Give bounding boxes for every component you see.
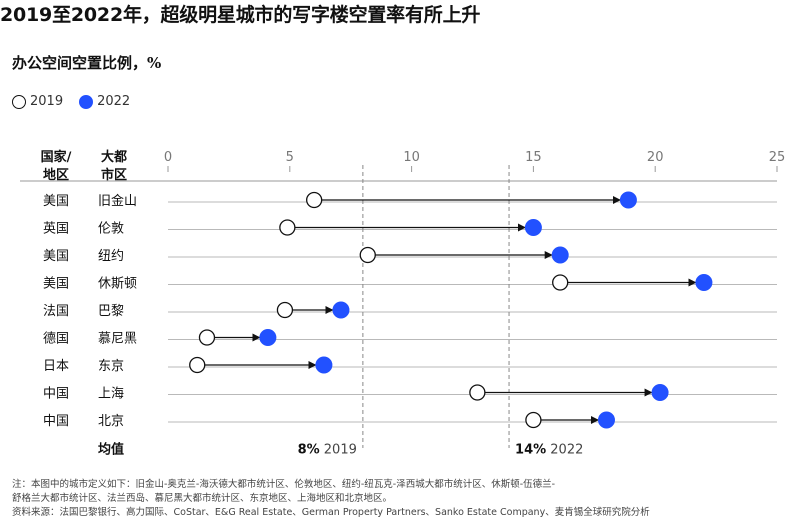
point-2022 <box>651 384 669 401</box>
point-2022 <box>619 191 637 209</box>
row-country-label: 中国 <box>43 414 69 429</box>
point-2022 <box>259 329 277 346</box>
chart-subtitle: 办公空间空置比例，% <box>12 54 162 72</box>
average-row-label: 均值 <box>98 442 124 458</box>
point-2022 <box>332 301 350 319</box>
x-tick-label: 0 <box>164 150 172 165</box>
point-2019 <box>279 219 296 236</box>
row-city-label: 上海 <box>98 387 124 402</box>
header-metro-line1: 大都 <box>101 149 127 165</box>
footnote-line-2: 舒格兰大都市统计区、法兰西岛、慕尼黑大都市统计区、东京地区、上海地区和北京地区。 <box>12 493 393 504</box>
footnote: 注：本图中的城市定义如下：旧金山-奥克兰-海沃德大都市统计区、伦敦地区、纽约-纽… <box>12 478 792 520</box>
point-2019 <box>525 411 542 429</box>
legend-2022-marker <box>79 94 94 109</box>
x-tick-label: 15 <box>525 150 542 165</box>
point-2022 <box>597 411 615 429</box>
point-2019 <box>276 301 294 319</box>
point-2019 <box>189 356 206 374</box>
average-2022-value: 14% <box>515 443 546 458</box>
footnote-line-1: 注：本图中的城市定义如下：旧金山-奥克兰-海沃德大都市统计区、伦敦地区、纽约-纽… <box>12 479 556 490</box>
average-2019-label: 8% 2019 <box>298 443 357 458</box>
point-2019 <box>469 384 486 401</box>
point-2022 <box>315 356 333 374</box>
point-2019 <box>359 246 376 264</box>
dumbbell-chart: 国家/地区大都市区0 5 10 15 20 25美国 旧金山英国 伦敦美国 纽约美国 休斯顿法国巴… <box>20 149 786 458</box>
row-country-label: 中国 <box>43 387 69 402</box>
header-country-line1: 国家/ <box>41 149 72 165</box>
row-city-label: 旧金山 <box>98 193 137 209</box>
average-2019-value: 8% <box>298 443 320 458</box>
header-metro-line2: 市区 <box>101 167 127 183</box>
row-country-label: 美国 <box>43 249 69 264</box>
point-2019 <box>306 191 323 209</box>
row-country-label: 法国 <box>43 304 69 319</box>
chart-title: 2019至2022年，超级明星城市的写字楼空置率有所上升 <box>0 4 481 26</box>
x-tick-label: 20 <box>647 150 664 165</box>
average-2022-year: 2022 <box>546 443 583 458</box>
row-country-label: 日本 <box>43 359 69 374</box>
point-2019 <box>552 274 569 291</box>
row-country-label: 美国 <box>43 194 69 209</box>
average-2019-year: 2019 <box>320 443 357 458</box>
row-country-label: 英国 <box>43 222 69 237</box>
x-tick-label: 25 <box>769 150 786 165</box>
average-2022-label: 14% 2022 <box>515 443 583 458</box>
point-2022 <box>524 219 542 236</box>
point-2019 <box>198 329 216 346</box>
x-tick-label: 5 <box>286 150 294 165</box>
row-city-label: 伦敦 <box>98 221 124 237</box>
row-country-label: 美国 <box>43 277 69 292</box>
row-city-label: 慕尼黑 <box>98 332 137 347</box>
row-city-label: 巴黎 <box>98 304 124 319</box>
legend: 2019 2022 <box>12 94 130 109</box>
header-country-line2: 地区 <box>43 167 69 183</box>
x-tick-label: 10 <box>403 150 420 165</box>
point-2022 <box>695 274 713 291</box>
row-city-label: 纽约 <box>98 249 124 264</box>
legend-2022-label: 2022 <box>97 94 131 109</box>
row-country-label: 德国 <box>43 332 69 347</box>
row-city-label: 北京 <box>98 414 124 429</box>
legend-2019-marker <box>12 94 26 109</box>
row-city-label: 东京 <box>98 359 124 374</box>
footnote-line-3: 资料来源：法国巴黎银行、高力国际、CoStar、E&G Real Estate、… <box>12 507 650 518</box>
point-2022 <box>551 246 569 264</box>
row-city-label: 休斯顿 <box>98 277 137 292</box>
legend-2019-label: 2019 <box>30 94 64 109</box>
